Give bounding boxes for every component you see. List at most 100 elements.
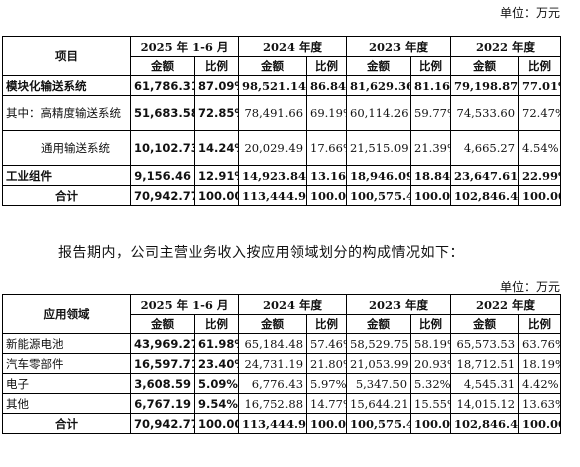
- table-cell: 13.16%: [306, 165, 348, 186]
- header-period-2023: 2023 年度: [346, 294, 452, 315]
- row-label: 通用输送系统: [2, 130, 131, 166]
- section-note: 报告期内，公司主营业务收入按应用领域划分的构成情况如下：: [58, 245, 464, 261]
- header-period-2024: 2024 年度: [238, 36, 348, 57]
- table-row: 其中：高精度输送系统 51,683.58 72.85% 78,491.66 69…: [2, 95, 562, 131]
- header-period-2024: 2024 年度: [238, 294, 348, 315]
- table-cell: 65,573.53: [450, 333, 520, 354]
- subheader-amount: 金额: [450, 314, 520, 334]
- table-cell: 14.77%: [306, 393, 348, 414]
- subheader-ratio: 比例: [410, 56, 452, 76]
- table-cell: 100.00%: [410, 185, 452, 206]
- table-cell: 74,533.60: [450, 95, 520, 131]
- table-cell: 60,114.26: [346, 95, 412, 131]
- table-cell: 43,969.27: [130, 333, 195, 354]
- table-cell: 58,529.75: [346, 333, 412, 354]
- table-cell: 57.46%: [306, 333, 348, 354]
- subheader-amount: 金额: [346, 56, 412, 76]
- row-label: 新能源电池: [2, 333, 131, 354]
- header-item: 项目: [2, 36, 131, 76]
- header-period-2023: 2023 年度: [346, 36, 452, 57]
- table-cell: 102,846.48: [450, 185, 520, 206]
- table-cell: 14,015.12: [450, 393, 520, 414]
- table-cell: 100,575.44: [346, 413, 412, 434]
- subheader-amount: 金额: [346, 314, 412, 334]
- table-cell: 58.19%: [410, 333, 452, 354]
- table-row: 汽车零部件 16,597.71 23.40% 24,731.19 21.80% …: [2, 353, 562, 374]
- row-label: 其中：高精度输送系统: [2, 95, 131, 131]
- table-cell: 21.39%: [410, 130, 452, 166]
- table-cell: 5,347.50: [346, 373, 412, 394]
- unit-label-bottom: 单位：万元: [499, 280, 560, 294]
- table-cell: 21,515.09: [346, 130, 412, 166]
- table-cell: 16,597.71: [130, 353, 195, 374]
- subheader-ratio: 比例: [193, 56, 240, 76]
- table-cell: 12.91%: [193, 165, 240, 186]
- subheader-amount: 金额: [450, 56, 520, 76]
- table-cell: 113,444.98: [238, 185, 308, 206]
- table-cell: 9.54%: [193, 393, 240, 414]
- table-cell: 78,491.66: [238, 95, 308, 131]
- subheader-amount: 金额: [238, 56, 308, 76]
- table-cell: 100.00%: [306, 185, 348, 206]
- row-label: 合计: [2, 185, 131, 206]
- table-cell: 6,776.43: [238, 373, 308, 394]
- row-label: 工业组件: [2, 165, 131, 186]
- table-cell: 18.19%: [518, 353, 562, 374]
- table-cell: 59.77%: [410, 95, 452, 131]
- table-cell: 15,644.21: [346, 393, 412, 414]
- header-period-2025h1: 2025 年 1-6 月: [129, 36, 240, 57]
- table-row: 工业组件 9,156.46 12.91% 14,923.84 13.16% 18…: [2, 165, 562, 186]
- header-period-2025h1: 2025 年 1-6 月: [129, 294, 240, 315]
- table-cell: 18,946.09: [346, 165, 412, 186]
- header-period-2022: 2022 年度: [450, 294, 562, 315]
- table-cell: 14.24%: [193, 130, 240, 166]
- product-revenue-table: 项目 2025 年 1-6 月 2024 年度 2023 年度 2022 年度 …: [2, 36, 562, 206]
- table-cell: 98,521.14: [238, 75, 308, 96]
- table-cell: 65,184.48: [238, 333, 308, 354]
- table-cell: 9,156.46: [130, 165, 195, 186]
- table-cell: 72.85%: [193, 95, 240, 131]
- row-label: 模块化输送系统: [2, 75, 131, 96]
- table-cell: 81,629.36: [346, 75, 412, 96]
- header-period-2022: 2022 年度: [450, 36, 562, 57]
- table-cell: 86.84%: [306, 75, 348, 96]
- table-cell: 113,444.98: [238, 413, 308, 434]
- table-row: 电子 3,608.59 5.09% 6,776.43 5.97% 5,347.5…: [2, 373, 562, 394]
- subheader-amount: 金额: [130, 314, 195, 334]
- subheader-ratio: 比例: [518, 56, 562, 76]
- table-cell: 21.80%: [306, 353, 348, 374]
- table-cell: 100,575.44: [346, 185, 412, 206]
- table-cell: 100.00%: [193, 185, 240, 206]
- subheader-ratio: 比例: [306, 56, 348, 76]
- table-cell: 5.97%: [306, 373, 348, 394]
- table-cell: 100.00%: [193, 413, 240, 434]
- table-cell: 21,053.99: [346, 353, 412, 374]
- table-cell: 81.16%: [410, 75, 452, 96]
- table-row-total: 合计 70,942.77 100.00% 113,444.98 100.00% …: [2, 413, 562, 434]
- table-cell: 5.32%: [410, 373, 452, 394]
- subheader-ratio: 比例: [306, 314, 348, 334]
- table-row: 新能源电池 43,969.27 61.98% 65,184.48 57.46% …: [2, 333, 562, 354]
- table-cell: 100.00%: [518, 185, 562, 206]
- table-row: 其他 6,767.19 9.54% 16,752.88 14.77% 15,64…: [2, 393, 562, 414]
- table-cell: 22.99%: [518, 165, 562, 186]
- subheader-ratio: 比例: [193, 314, 240, 334]
- subheader-ratio: 比例: [518, 314, 562, 334]
- table-cell: 63.76%: [518, 333, 562, 354]
- table-cell: 14,923.84: [238, 165, 308, 186]
- table-cell: 5.09%: [193, 373, 240, 394]
- table-cell: 70,942.77: [130, 185, 195, 206]
- table-cell: 4.42%: [518, 373, 562, 394]
- row-label: 电子: [2, 373, 131, 394]
- table-cell: 4,545.31: [450, 373, 520, 394]
- table-cell: 61.98%: [193, 333, 240, 354]
- table-cell: 13.63%: [518, 393, 562, 414]
- table-cell: 100.00%: [410, 413, 452, 434]
- application-revenue-table: 应用领域 2025 年 1-6 月 2024 年度 2023 年度 2022 年…: [2, 294, 562, 434]
- table-cell: 100.00%: [518, 413, 562, 434]
- table-cell: 15.55%: [410, 393, 452, 414]
- table-row-total: 合计 70,942.77 100.00% 113,444.98 100.00% …: [2, 185, 562, 206]
- header-application: 应用领域: [2, 294, 131, 334]
- subheader-ratio: 比例: [410, 314, 452, 334]
- table-cell: 3,608.59: [130, 373, 195, 394]
